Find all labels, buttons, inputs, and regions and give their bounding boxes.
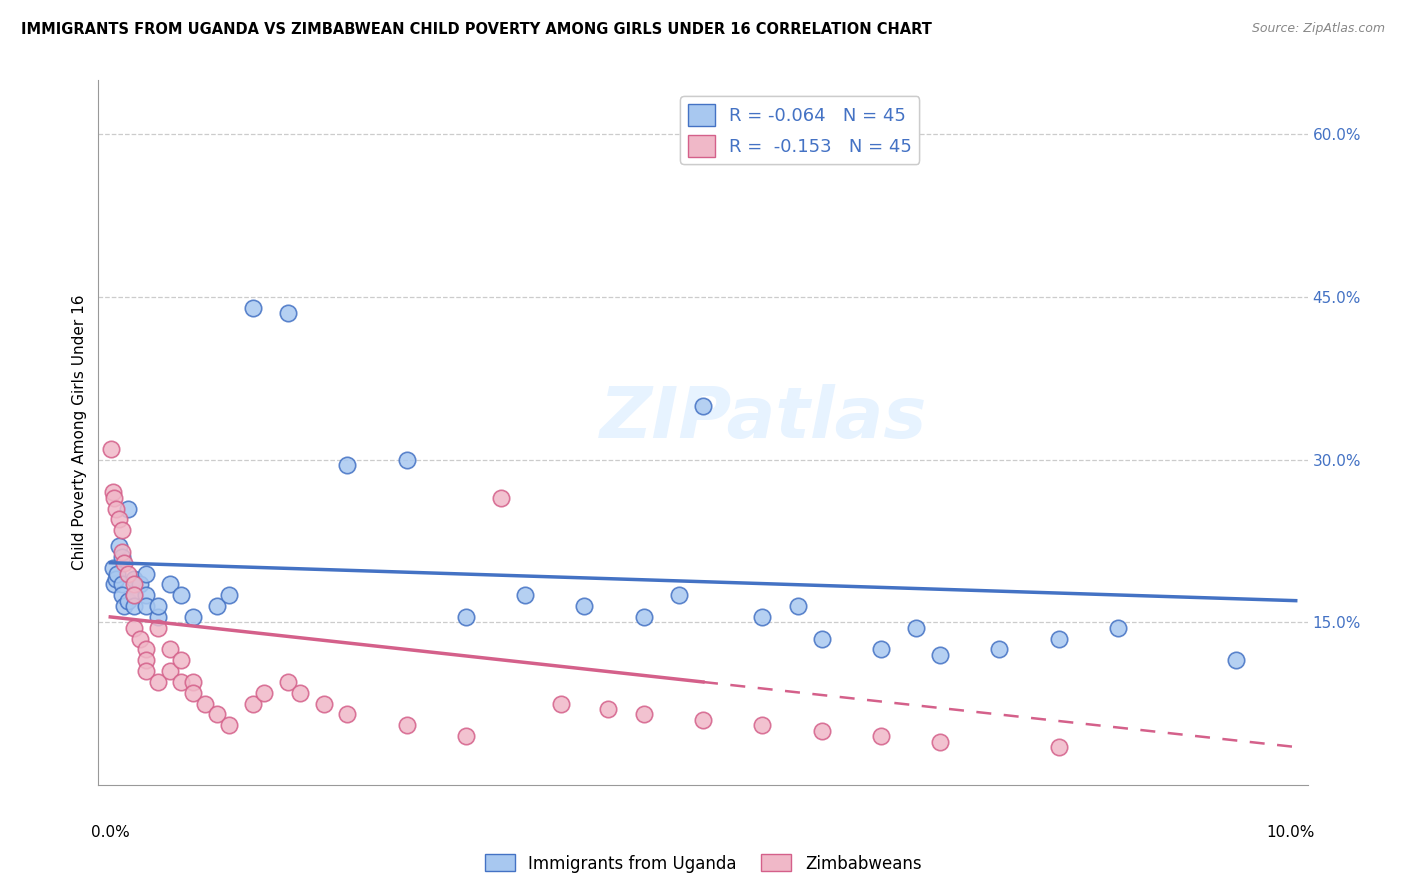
Point <box>312 697 335 711</box>
Point <box>242 697 264 711</box>
Point <box>114 599 136 613</box>
Point <box>135 653 157 667</box>
Point <box>336 458 359 472</box>
Point <box>1047 632 1070 646</box>
Point <box>103 491 125 505</box>
Point <box>122 572 145 586</box>
Point <box>242 301 264 315</box>
Point <box>111 588 134 602</box>
Point <box>751 718 773 732</box>
Point <box>135 642 157 657</box>
Point <box>170 653 193 667</box>
Y-axis label: Child Poverty Among Girls Under 16: Child Poverty Among Girls Under 16 <box>72 295 87 570</box>
Point <box>101 561 124 575</box>
Point <box>122 588 145 602</box>
Point <box>135 664 157 678</box>
Point <box>159 642 181 657</box>
Point <box>218 718 240 732</box>
Point <box>515 588 537 602</box>
Point <box>111 523 134 537</box>
Legend: Immigrants from Uganda, Zimbabweans: Immigrants from Uganda, Zimbabweans <box>478 847 928 880</box>
Point <box>692 399 714 413</box>
Point <box>129 632 152 646</box>
Point <box>929 648 952 662</box>
Point <box>1225 653 1247 667</box>
Text: IMMIGRANTS FROM UGANDA VS ZIMBABWEAN CHILD POVERTY AMONG GIRLS UNDER 16 CORRELAT: IMMIGRANTS FROM UGANDA VS ZIMBABWEAN CHI… <box>21 22 932 37</box>
Point <box>122 599 145 613</box>
Point <box>810 632 832 646</box>
Point <box>1047 739 1070 754</box>
Text: 10.0%: 10.0% <box>1267 825 1315 840</box>
Point <box>929 734 952 748</box>
Point <box>117 593 139 607</box>
Point <box>205 599 228 613</box>
Point <box>869 729 891 743</box>
Point <box>905 621 928 635</box>
Point <box>105 572 128 586</box>
Point <box>1107 621 1129 635</box>
Point <box>633 610 655 624</box>
Point <box>633 707 655 722</box>
Point <box>288 686 311 700</box>
Point <box>135 566 157 581</box>
Point <box>205 707 228 722</box>
Point <box>277 306 299 320</box>
Point <box>218 588 240 602</box>
Point <box>869 642 891 657</box>
Point <box>786 599 808 613</box>
Point <box>105 566 128 581</box>
Point <box>454 610 477 624</box>
Point <box>491 491 513 505</box>
Point <box>114 556 136 570</box>
Point <box>105 501 128 516</box>
Point <box>135 599 157 613</box>
Point <box>170 675 193 690</box>
Point <box>146 599 169 613</box>
Point <box>181 675 204 690</box>
Text: Source: ZipAtlas.com: Source: ZipAtlas.com <box>1251 22 1385 36</box>
Point <box>170 588 193 602</box>
Point <box>101 485 124 500</box>
Point <box>111 577 134 591</box>
Point <box>100 442 122 456</box>
Point <box>550 697 572 711</box>
Point <box>122 577 145 591</box>
Point <box>135 588 157 602</box>
Point <box>146 675 169 690</box>
Point <box>103 577 125 591</box>
Point <box>598 702 620 716</box>
Point <box>751 610 773 624</box>
Point <box>122 588 145 602</box>
Text: 0.0%: 0.0% <box>91 825 131 840</box>
Point <box>107 540 129 554</box>
Point <box>146 610 169 624</box>
Point <box>253 686 276 700</box>
Point <box>336 707 359 722</box>
Point <box>668 588 690 602</box>
Point <box>395 452 418 467</box>
Text: ZIPatlas: ZIPatlas <box>600 384 927 453</box>
Point <box>194 697 217 711</box>
Point <box>117 566 139 581</box>
Point <box>454 729 477 743</box>
Point <box>111 545 134 559</box>
Point <box>181 610 204 624</box>
Point <box>988 642 1011 657</box>
Point <box>117 501 139 516</box>
Point <box>181 686 204 700</box>
Point <box>159 664 181 678</box>
Point <box>692 713 714 727</box>
Point <box>277 675 299 690</box>
Point <box>810 723 832 738</box>
Point <box>574 599 596 613</box>
Point <box>129 577 152 591</box>
Point <box>111 550 134 565</box>
Point <box>159 577 181 591</box>
Point <box>122 621 145 635</box>
Legend: R = -0.064   N = 45, R =  -0.153   N = 45: R = -0.064 N = 45, R = -0.153 N = 45 <box>681 96 920 164</box>
Point <box>107 512 129 526</box>
Point <box>146 621 169 635</box>
Point <box>395 718 418 732</box>
